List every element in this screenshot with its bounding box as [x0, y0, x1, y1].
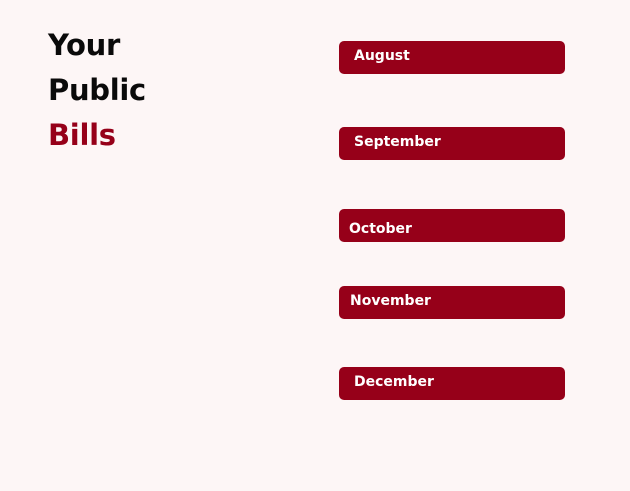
month-button-december[interactable]: December — [339, 367, 565, 400]
title-line-bills: Bills — [48, 118, 116, 152]
month-label: August — [354, 48, 410, 64]
month-button-september[interactable]: September — [339, 127, 565, 160]
month-label: December — [354, 374, 434, 390]
title-line-public: Public — [48, 73, 146, 107]
page-title: Your Public Bills — [48, 23, 146, 158]
month-label: September — [354, 134, 441, 150]
month-button-october[interactable]: October — [339, 209, 565, 242]
month-button-august[interactable]: August — [339, 41, 565, 74]
month-label: November — [350, 293, 431, 309]
month-button-november[interactable]: November — [339, 286, 565, 319]
title-line-your: Your — [48, 28, 121, 62]
month-label: October — [349, 221, 412, 237]
